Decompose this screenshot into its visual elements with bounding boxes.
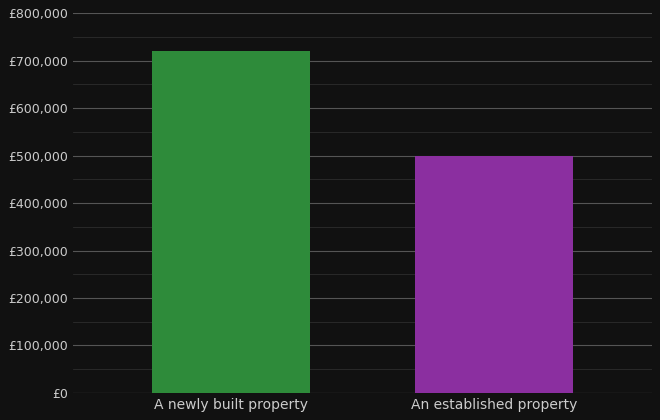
Bar bbox=[415, 156, 573, 393]
Bar bbox=[152, 51, 310, 393]
